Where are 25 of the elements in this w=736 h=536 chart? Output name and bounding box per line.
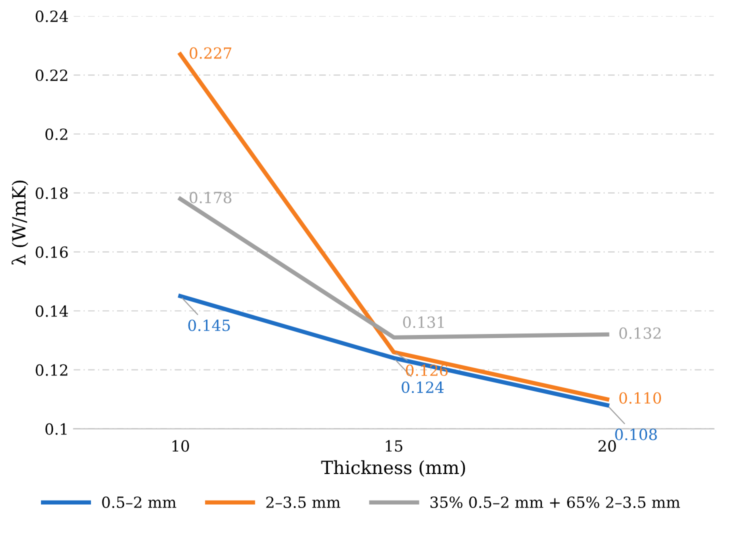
y-tick-label: 0.18 (36, 187, 68, 199)
legend-label: 35% 0.5–2 mm + 65% 2–3.5 mm (430, 496, 680, 508)
y-axis-title: λ (W/mK) (12, 180, 28, 265)
data-label: 0.227 (190, 47, 232, 59)
x-axis-title: Thickness (mm) (321, 460, 466, 477)
data-label: 0.110 (619, 392, 662, 404)
legend-label: 2–3.5 mm (266, 496, 340, 508)
data-label: 0.132 (619, 327, 661, 339)
y-tick-label: 0.22 (36, 70, 68, 82)
x-tick-label: 20 (598, 440, 616, 452)
y-tick-label: 0.24 (36, 10, 68, 22)
data-label: 0.131 (403, 316, 444, 328)
data-label: 0.126 (406, 364, 448, 376)
data-label: 0.124 (402, 381, 444, 394)
y-tick-label: 0.14 (36, 305, 68, 317)
y-tick-label: 0.1 (45, 423, 67, 435)
data-label: 0.145 (188, 320, 230, 332)
y-tick-label: 0.16 (36, 246, 68, 258)
data-label: 0.178 (190, 192, 232, 204)
y-tick-label: 0.2 (45, 128, 68, 140)
data-label: 0.108 (615, 428, 657, 440)
y-tick-label: 0.12 (36, 364, 68, 376)
x-tick-label: 15 (386, 440, 402, 452)
x-tick-label: 10 (172, 440, 190, 452)
legend-label: 0.5–2 mm (102, 496, 176, 508)
